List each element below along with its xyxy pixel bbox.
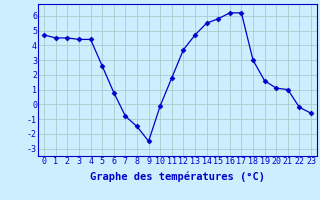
X-axis label: Graphe des températures (°C): Graphe des températures (°C) [90,172,265,182]
